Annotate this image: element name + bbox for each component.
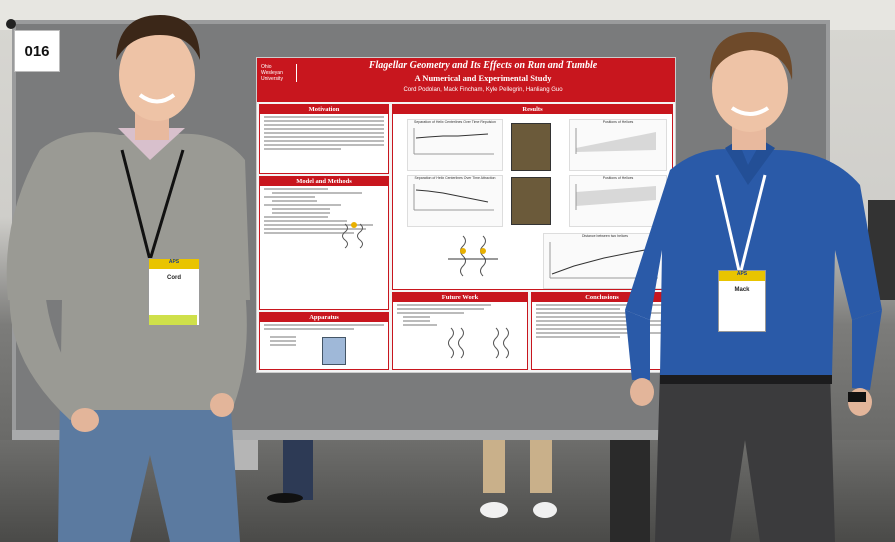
conclusions-heading: Conclusions <box>532 293 672 302</box>
future-helix-diagram <box>448 327 509 359</box>
motivation-heading: Motivation <box>260 105 388 114</box>
poster-header: Ohio Wesleyan University Flagellar Geome… <box>257 58 675 102</box>
results-heading: Results <box>393 105 672 114</box>
research-poster: Ohio Wesleyan University Flagellar Geome… <box>256 57 676 373</box>
future-work-heading: Future Work <box>393 293 527 302</box>
plot-positions-2: Positions of Helices <box>569 175 667 227</box>
future-work-section: Future Work <box>392 292 528 370</box>
poster-title: Flagellar Geometry and Its Effects on Ru… <box>368 60 598 71</box>
university-logo: Ohio Wesleyan University <box>261 64 297 82</box>
left-badge-name: Cord <box>167 275 181 281</box>
plot-attraction: Separation of Helix Centerlines Over Tim… <box>407 175 503 227</box>
results-section: Results Separation of Helix Centerlines … <box>392 104 673 290</box>
experiment-photos-bottom <box>511 177 551 225</box>
helix-pair-diagram <box>448 235 498 277</box>
apparatus-heading: Apparatus <box>260 313 388 322</box>
right-person <box>625 32 882 542</box>
plot-repulsion: Separation of Helix Centerlines Over Tim… <box>407 119 503 171</box>
left-person <box>6 15 250 542</box>
apparatus-section: Apparatus <box>259 312 389 370</box>
plot-positions-1: Positions of Helices <box>569 119 667 171</box>
poster-subtitle: A Numerical and Experimental Study <box>414 73 552 83</box>
right-name-badge: APS Mack <box>718 270 766 332</box>
board-frame <box>12 430 830 440</box>
booth-number: 016 <box>14 30 60 72</box>
model-heading: Model and Methods <box>260 177 388 186</box>
motivation-section: Motivation <box>259 104 389 174</box>
helix-diagram <box>342 222 363 249</box>
left-name-badge: APS Cord <box>148 258 200 326</box>
right-badge-name: Mack <box>734 287 750 293</box>
experiment-photos-top <box>511 123 551 171</box>
poster-authors: Cord Podolan, Mack Fincham, Kyle Pellegr… <box>403 87 563 93</box>
model-section: Model and Methods <box>259 176 389 310</box>
board-pin <box>6 19 16 29</box>
